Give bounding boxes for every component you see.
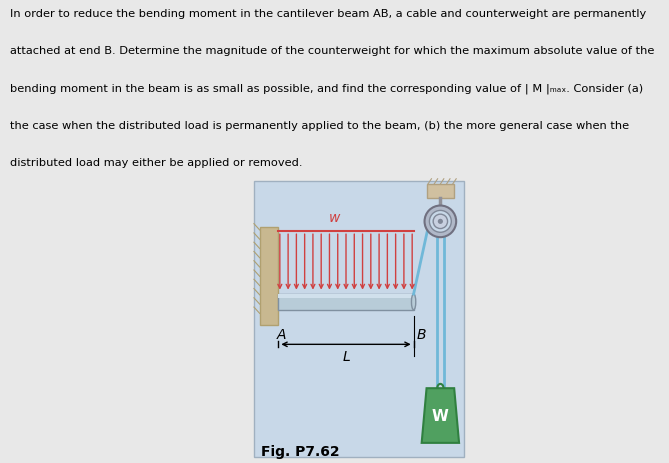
Bar (427, 185, 454, 199)
Circle shape (425, 206, 456, 238)
Circle shape (438, 219, 443, 225)
Bar (278, 294, 413, 310)
Text: attached at end B. Determine the magnitude of the counterweight for which the ma: attached at end B. Determine the magnitu… (10, 46, 654, 56)
Text: Fig. P7.62: Fig. P7.62 (261, 444, 340, 458)
Text: In order to reduce the bending moment in the cantilever beam AB, a cable and cou: In order to reduce the bending moment in… (10, 9, 646, 19)
Text: distributed load may either be applied or removed.: distributed load may either be applied o… (10, 157, 302, 168)
Text: W: W (432, 408, 449, 423)
Text: w: w (328, 210, 341, 224)
Circle shape (433, 215, 448, 229)
Ellipse shape (411, 294, 415, 310)
Circle shape (429, 211, 452, 233)
Bar (254, 181, 464, 457)
Text: the case when the distributed load is permanently applied to the beam, (b) the m: the case when the distributed load is pe… (10, 120, 629, 131)
Bar (260, 228, 278, 325)
Polygon shape (421, 388, 459, 443)
Text: L: L (342, 349, 350, 363)
Text: bending moment in the beam is as small as possible, and find the corresponding v: bending moment in the beam is as small a… (10, 83, 643, 94)
Text: B: B (417, 327, 426, 341)
Text: A: A (277, 327, 286, 341)
Bar (278, 294, 413, 298)
